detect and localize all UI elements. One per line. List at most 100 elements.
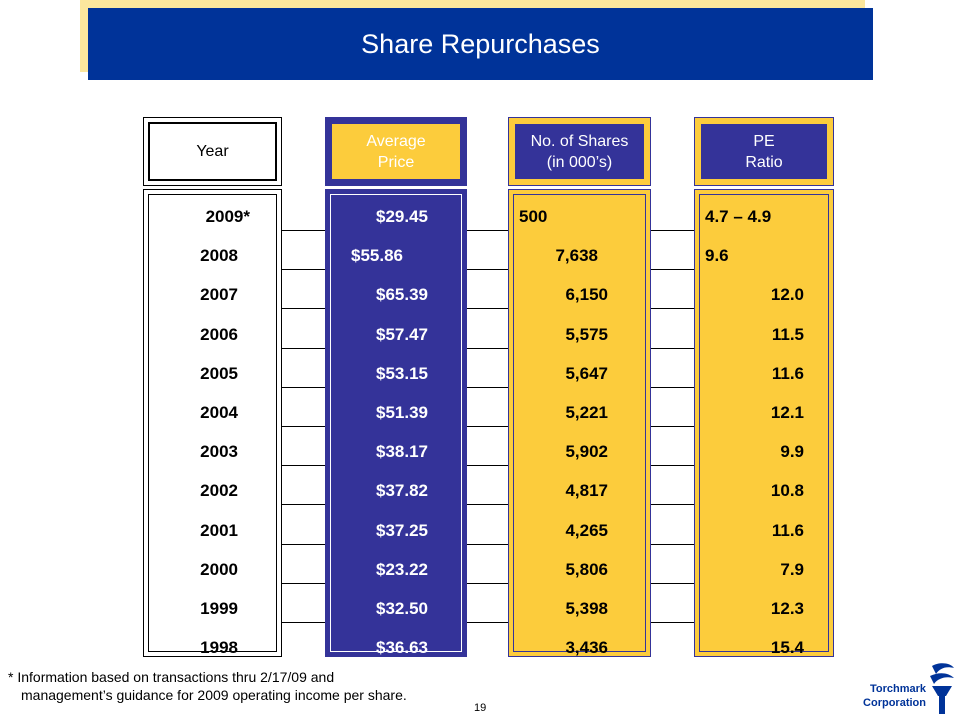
row-connector-line [282, 348, 325, 349]
cell-average-price: $29.45 [376, 207, 428, 226]
row-connector-line [282, 544, 325, 545]
cell-average-price: $37.25 [376, 521, 428, 540]
row-connector-line [651, 622, 694, 623]
row-connector-line [651, 544, 694, 545]
torch-icon [930, 663, 954, 714]
cell-no-of-shares: 5,902 [565, 442, 608, 461]
cell-no-of-shares: 5,575 [565, 325, 608, 344]
cell-average-price: $37.82 [376, 481, 428, 500]
footnote-line1: Information based on transactions thru 2… [17, 669, 335, 685]
cell-average-price: $65.39 [376, 285, 428, 304]
row-connector-line [282, 583, 325, 584]
row-connector-line [282, 387, 325, 388]
cell-pe-ratio: 12.3 [770, 599, 804, 618]
header-average-price: Average Price [325, 117, 467, 186]
title-banner [88, 8, 873, 80]
row-connector-line [282, 269, 325, 270]
header-pe-line2: Ratio [745, 153, 783, 171]
row-connector-line [467, 269, 508, 270]
row-connector-line [651, 583, 694, 584]
column-pe-ratio [694, 189, 834, 657]
row-connector-line [651, 387, 694, 388]
cell-pe-ratio: 11.6 [771, 521, 804, 540]
cell-no-of-shares: 3,436 [565, 638, 608, 657]
cell-no-of-shares: 4,817 [565, 481, 608, 500]
cell-no-of-shares: 5,647 [565, 364, 608, 383]
cell-average-price: $32.50 [376, 599, 428, 618]
cell-no-of-shares: 6,150 [565, 285, 608, 304]
cell-pe-ratio: 9.9 [780, 442, 804, 461]
row-connector-line [651, 504, 694, 505]
logo-line2: Corporation [863, 697, 926, 709]
column-no-of-shares [508, 189, 651, 657]
row-connector-line [467, 544, 508, 545]
cell-average-price: $55.86 [351, 246, 403, 265]
row-connector-line [282, 465, 325, 466]
cell-no-of-shares: 4,265 [565, 521, 608, 540]
column-average-price [325, 189, 467, 657]
cell-average-price: $36.63 [376, 638, 428, 657]
row-connector-line [651, 269, 694, 270]
row-connector-line [651, 348, 694, 349]
cell-year: 1998 [200, 638, 238, 657]
header-pe-ratio: PE Ratio [694, 117, 834, 186]
row-connector-line [467, 583, 508, 584]
company-logo-text: Torchmark Corporation [852, 682, 926, 710]
cell-pe-ratio: 11.5 [771, 325, 804, 344]
cell-year: 2002 [200, 481, 238, 500]
cell-year: 2001 [200, 521, 238, 540]
header-shares-line2: (in 000’s) [546, 153, 613, 171]
cell-year: 2006 [200, 325, 238, 344]
row-connector-line [651, 308, 694, 309]
cell-year: 1999 [200, 599, 238, 618]
row-connector-line [467, 465, 508, 466]
cell-average-price: $51.39 [376, 403, 428, 422]
row-connector-line [651, 426, 694, 427]
row-connector-line [467, 308, 508, 309]
header-shares-line1: No. of Shares [530, 132, 629, 150]
header-no-of-shares: No. of Shares (in 000’s) [508, 117, 651, 186]
row-connector-line [282, 504, 325, 505]
cell-year: 2008 [200, 246, 238, 265]
cell-pe-ratio: 15.4 [770, 638, 804, 657]
footnote-line2: management’s guidance for 2009 operating… [21, 687, 407, 703]
cell-year: 2005 [200, 364, 238, 383]
row-connector-line [651, 465, 694, 466]
row-connector-line [282, 230, 325, 231]
cell-pe-ratio: 10.8 [770, 481, 804, 500]
row-connector-line [282, 308, 325, 309]
cell-pe-ratio: 12.1 [770, 403, 804, 422]
header-year: Year [143, 117, 282, 186]
row-connector-line [282, 426, 325, 427]
header-year-label: Year [196, 143, 229, 160]
header-price-line2: Price [377, 153, 415, 171]
slide-title: Share Repurchases [361, 28, 600, 59]
cell-average-price: $23.22 [376, 560, 428, 579]
cell-pe-ratio: 12.0 [770, 285, 804, 304]
header-price-line1: Average [366, 132, 426, 150]
cell-no-of-shares: 5,221 [565, 403, 608, 422]
row-connector-line [467, 426, 508, 427]
row-connector-line [467, 387, 508, 388]
footnote: * Information based on transactions thru… [8, 668, 407, 704]
logo-line1: Torchmark [869, 683, 926, 695]
cell-year: 2000 [200, 560, 238, 579]
row-connector-line [467, 230, 508, 231]
cell-year: 2004 [200, 403, 238, 422]
cell-no-of-shares: 500 [519, 207, 548, 226]
row-connector-line [651, 230, 694, 231]
cell-no-of-shares: 5,806 [565, 560, 608, 579]
cell-no-of-shares: 5,398 [565, 599, 608, 618]
footnote-marker: * [8, 669, 14, 685]
cell-year: 2007 [200, 285, 238, 304]
cell-average-price: $53.15 [376, 364, 428, 383]
page-number: 19 [474, 702, 487, 714]
cell-average-price: $57.47 [376, 325, 428, 344]
column-year [143, 189, 282, 657]
cell-pe-ratio: 11.6 [771, 364, 804, 383]
cell-year: 2003 [200, 442, 238, 461]
cell-pe-ratio: 9.6 [705, 246, 729, 265]
cell-pe-ratio: 4.7 – 4.9 [705, 207, 772, 226]
cell-year: 2009* [205, 207, 250, 226]
row-connector-line [467, 504, 508, 505]
